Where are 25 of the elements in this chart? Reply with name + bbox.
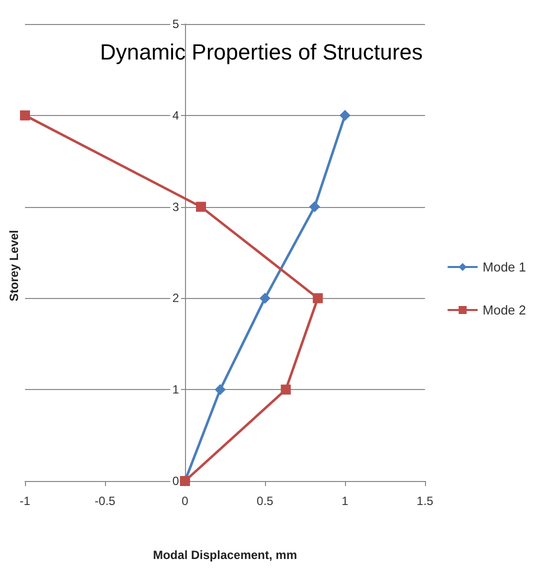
x-tick-label: -0.5 xyxy=(94,494,116,508)
x-tick-label: 1.5 xyxy=(416,494,434,508)
y-tick-label: 3 xyxy=(172,200,180,214)
x-axis-title: Modal Displacement, mm xyxy=(152,548,298,562)
legend-label: Mode 2 xyxy=(482,302,526,318)
point xyxy=(260,292,270,304)
y-tick-label: 2 xyxy=(172,291,180,306)
y-tick-label: 0 xyxy=(172,474,180,488)
x-tick-label: -1 xyxy=(20,494,31,508)
text: Dynamic Properties of Structures xyxy=(100,40,423,64)
point xyxy=(196,202,206,212)
point xyxy=(20,110,30,120)
point xyxy=(214,384,226,396)
point xyxy=(340,110,350,121)
y-axis-title: Storey Level xyxy=(7,230,21,302)
y-tick-label: 4 xyxy=(172,108,180,122)
y-tick-label: 5 xyxy=(172,17,180,31)
x-tick-label: 1 xyxy=(342,494,349,508)
legend-label: Mode 1 xyxy=(482,260,526,274)
point xyxy=(312,293,323,304)
x-tick-label: 0.5 xyxy=(256,494,274,508)
point xyxy=(280,384,291,395)
point xyxy=(309,201,320,212)
x-tick-label: 0 xyxy=(182,494,189,508)
y-tick-label: 1 xyxy=(172,382,180,397)
